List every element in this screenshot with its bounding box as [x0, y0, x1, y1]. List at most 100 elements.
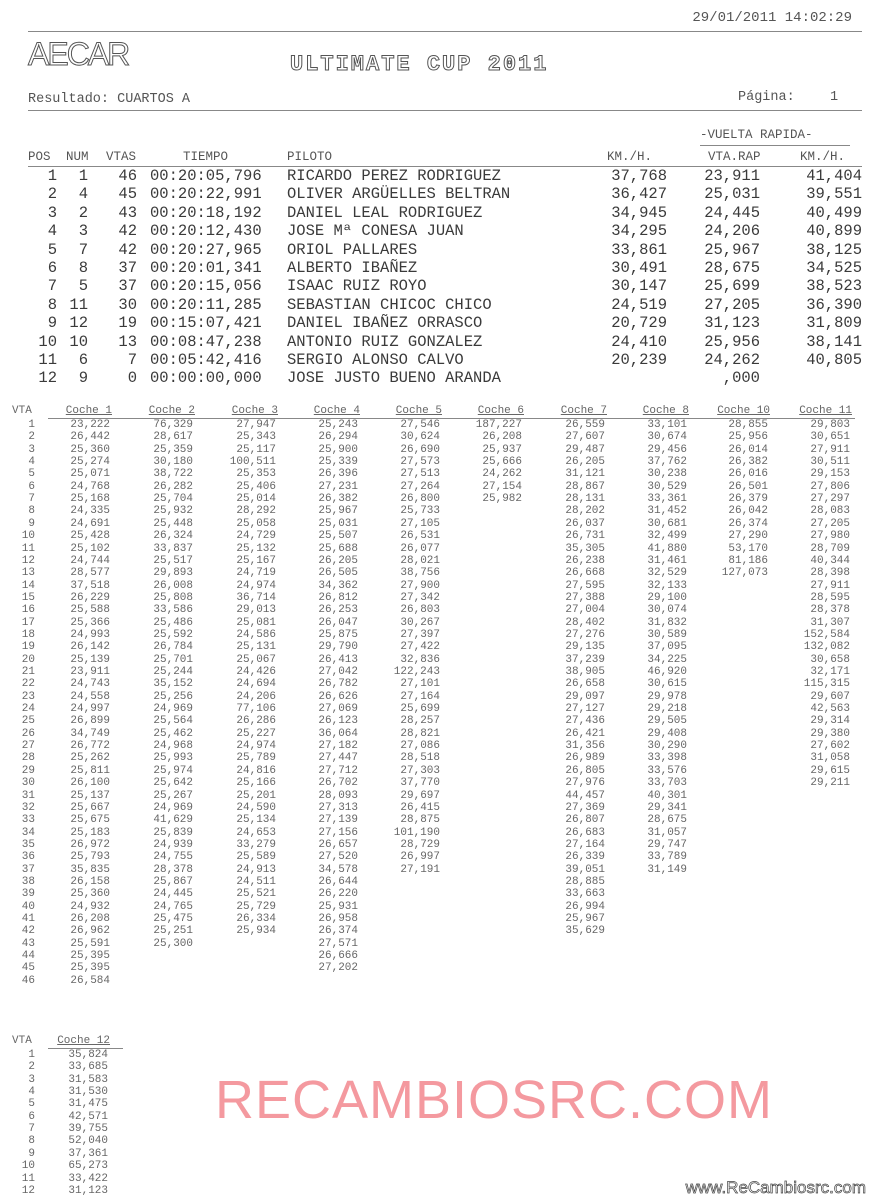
- lap-time: 26,379: [728, 493, 768, 506]
- lap-time: 35,835: [70, 863, 110, 876]
- lap-time: 25,666: [482, 456, 522, 469]
- lap-number: 33: [21, 814, 35, 827]
- lap-time: 29,314: [810, 715, 850, 728]
- lap-time: 29,790: [318, 641, 358, 654]
- lap-number: 19: [21, 641, 35, 654]
- result-vtas: 43: [118, 203, 137, 222]
- lap-time: 28,402: [565, 616, 605, 629]
- lap-time: 24,511: [236, 875, 276, 888]
- lap-time: 37,239: [565, 653, 605, 666]
- lap-time: 25,243: [318, 419, 358, 431]
- lap-time: 25,462: [153, 727, 193, 740]
- lap-time: 26,584: [70, 974, 110, 987]
- lap-time: 33,837: [153, 542, 193, 555]
- lap-number: 44: [21, 950, 35, 963]
- lap-car-header: Coche 8: [642, 405, 689, 417]
- result-num: 8: [78, 259, 88, 277]
- lap-number: 38: [21, 875, 35, 888]
- lap-time: 25,982: [482, 493, 522, 506]
- result-num: 9: [78, 369, 88, 388]
- lap-time: 31,832: [647, 616, 687, 629]
- lap-time: 25,591: [70, 937, 110, 950]
- lap-time: 26,690: [400, 443, 440, 456]
- lap-number: 2: [28, 1061, 35, 1074]
- lap-time: 24,932: [70, 900, 110, 913]
- result-vta-rap: 23,911: [704, 167, 760, 185]
- result-kmh-rap: 39,551: [806, 185, 862, 204]
- lap-time: 25,428: [70, 530, 110, 543]
- lap-time: 122,243: [393, 666, 440, 678]
- lap-time: 30,589: [647, 628, 687, 641]
- lap-time: 24,974: [236, 579, 276, 592]
- lap-number: 32: [21, 801, 35, 814]
- lap-time: 41,629: [153, 814, 193, 827]
- lap-time: 28,518: [400, 752, 440, 765]
- lap-time: 26,658: [565, 678, 605, 691]
- lap-time: 26,037: [565, 517, 605, 530]
- lap-time: 26,413: [318, 653, 358, 666]
- result-vta-rap: 24,262: [704, 351, 760, 369]
- result-kmh: 34,295: [611, 222, 667, 241]
- lap-number: 10: [21, 1160, 35, 1173]
- lap-number: 9: [28, 517, 35, 530]
- lap-time: 28,729: [400, 838, 440, 851]
- lap-time: 42,563: [810, 703, 850, 716]
- lap-time: 26,282: [153, 480, 193, 493]
- lap-time: 25,395: [70, 950, 110, 963]
- result-kmh: 20,729: [611, 314, 667, 333]
- lap-time: 29,100: [647, 591, 687, 604]
- lap-time: 25,166: [236, 777, 276, 790]
- aecar-logo: AECAR: [27, 36, 130, 73]
- result-pos: 10: [38, 332, 57, 351]
- result-kmh: 30,491: [611, 259, 667, 277]
- lap-time: 29,803: [810, 419, 850, 431]
- lap-time: 25,360: [70, 443, 110, 456]
- lap-time: 33,703: [647, 777, 687, 790]
- result-pos: 7: [47, 277, 57, 296]
- result-num: 1: [78, 167, 88, 185]
- lap-time: 31,057: [647, 826, 687, 839]
- result-kmh-rap: 31,809: [806, 314, 862, 333]
- result-piloto: SERGIO ALONSO CALVO: [287, 351, 464, 369]
- lap-number: 41: [21, 913, 35, 925]
- lap-time: 40,301: [647, 789, 687, 802]
- page-number: 1: [830, 90, 839, 105]
- lap-time: 25,900: [318, 443, 358, 456]
- lap-time: 26,123: [318, 715, 358, 728]
- lap-time: 24,969: [153, 801, 193, 814]
- lap-time: 40,344: [810, 554, 850, 567]
- lap-time: 30,238: [647, 468, 687, 481]
- lap-time: 39,755: [68, 1123, 108, 1136]
- lap-time: 27,900: [400, 579, 440, 592]
- lap-time: 27,571: [318, 937, 358, 950]
- col-num: NUM: [66, 150, 89, 164]
- lap-time: 46,920: [647, 666, 687, 678]
- result-tiempo: 00:05:42,416: [150, 351, 262, 369]
- lap-number: 16: [21, 604, 35, 617]
- lap-number: 30: [21, 777, 35, 790]
- lap-time: 26,324: [153, 530, 193, 543]
- result-kmh-rap: 36,390: [806, 295, 862, 314]
- lap-number: 23: [21, 690, 35, 703]
- lap-time: 24,913: [236, 863, 276, 876]
- lap-time: 29,505: [647, 715, 687, 728]
- lap-number: 46: [21, 974, 35, 987]
- lap-time: 81,186: [728, 554, 768, 567]
- result-kmh-rap: 38,523: [806, 277, 862, 296]
- lap-time: 24,743: [70, 678, 110, 691]
- lap-time: 26,805: [565, 764, 605, 777]
- lap-time: 37,762: [647, 456, 687, 469]
- result-kmh-rap: 38,125: [806, 240, 862, 259]
- lap-time: 29,408: [647, 727, 687, 740]
- result-vta-rap: 31,123: [704, 314, 760, 333]
- lap-time: 24,939: [153, 838, 193, 851]
- lap-number: 15: [21, 591, 35, 604]
- lap-time: 24,719: [236, 567, 276, 580]
- lap-time: 26,382: [728, 456, 768, 469]
- lap-time: 28,885: [565, 875, 605, 888]
- lap-time: 26,208: [70, 913, 110, 925]
- lap-time: 28,821: [400, 727, 440, 740]
- lap-time: 29,697: [400, 789, 440, 802]
- lap-time: 76,329: [153, 419, 193, 431]
- lap-time: 25,974: [153, 764, 193, 777]
